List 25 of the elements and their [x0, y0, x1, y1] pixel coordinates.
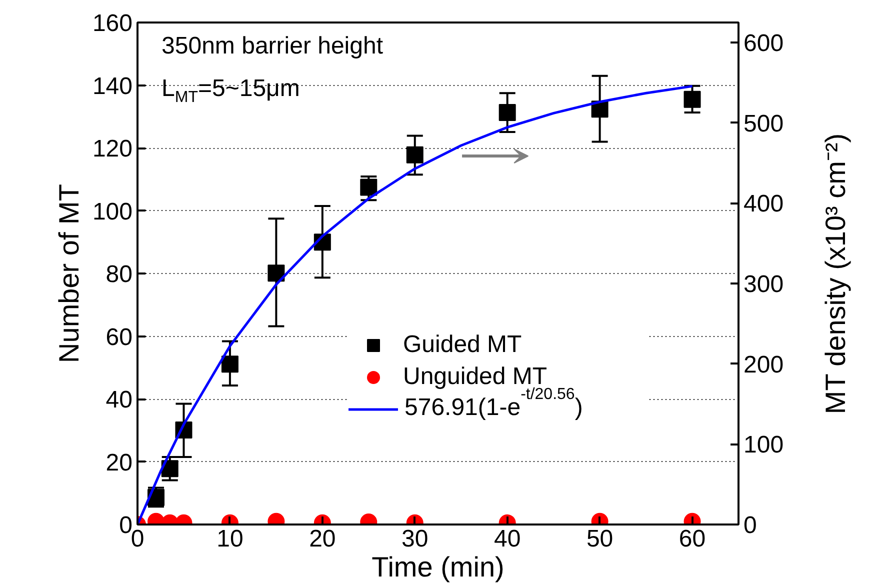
- x-tick-label: 60: [678, 526, 706, 552]
- y-tick-label: 40: [106, 386, 133, 414]
- y2-axis-title: MT density (x10³ cm⁻²): [820, 133, 851, 414]
- y2-tick-label: 200: [744, 351, 784, 378]
- y-tick-label: 80: [106, 261, 133, 288]
- y2-tick-label: 500: [744, 110, 784, 138]
- x-tick-label: 40: [494, 526, 521, 552]
- y-tick-label: 60: [106, 324, 133, 351]
- y-tick-label: 140: [92, 72, 133, 100]
- y2-tick-label: 400: [744, 190, 784, 218]
- x-tick-label: 30: [402, 526, 428, 552]
- x-tick-label: 50: [586, 526, 614, 552]
- y-axis-title: Number of MT: [53, 184, 84, 363]
- annotation: 350nm barrier height: [162, 32, 384, 60]
- y2-tick-label: 100: [744, 432, 784, 459]
- y-tick-label: 100: [92, 198, 133, 226]
- legend-label: Guided MT: [403, 330, 522, 360]
- y-tick-label: 160: [92, 10, 133, 37]
- x-tick-label: 10: [216, 526, 244, 552]
- x-axis-title: Time (min): [372, 552, 504, 582]
- x-tick-label: 20: [309, 526, 336, 552]
- y-tick-label: 120: [92, 136, 133, 162]
- y-tick-label: 20: [106, 449, 133, 476]
- y2-tick-label: 300: [744, 271, 784, 298]
- y2-tick-label: 600: [744, 30, 784, 58]
